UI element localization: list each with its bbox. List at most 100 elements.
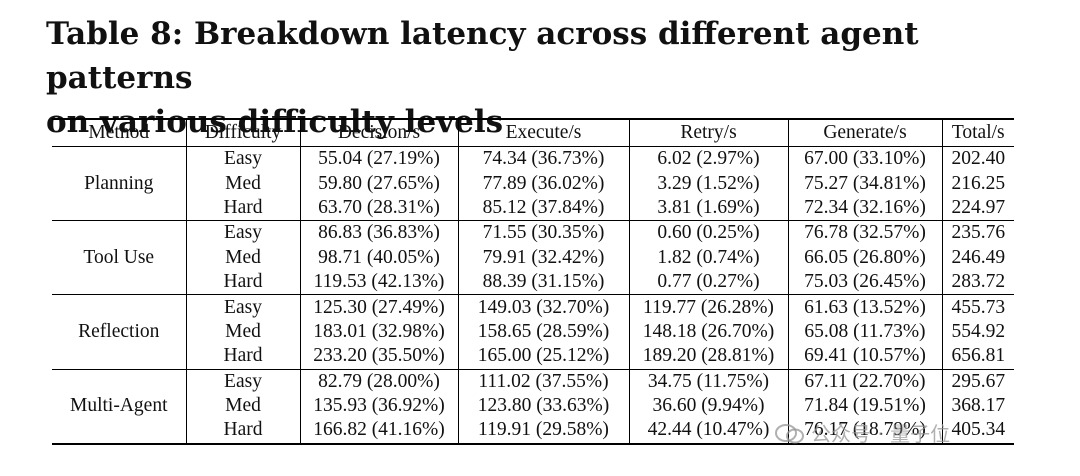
execute-cell: 149.03 (32.70%) bbox=[457, 294, 629, 320]
watermark: 公众号 · 量子位 bbox=[775, 418, 950, 447]
generate-cell: 75.03 (26.45%) bbox=[787, 269, 942, 295]
header-difficulty: Difficulty bbox=[185, 119, 300, 147]
retry-cell: 119.77 (26.28%) bbox=[628, 294, 788, 320]
table-row: Hard 166.82 (41.16%) 119.91 (29.58%) 42.44 … bbox=[52, 418, 1014, 444]
table-row: Planning Easy 55.04 (27.19%) 74.34 (36.73%)… bbox=[52, 146, 1014, 194]
difficulty-cell: Med bbox=[185, 319, 300, 345]
execute-cell: 77.89 (36.02%) bbox=[457, 171, 629, 196]
difficulty-cell: Hard bbox=[185, 418, 300, 444]
table-group: Tool Use Easy 86.83 (36.83%) 71.55 (30.35%)… bbox=[52, 220, 1014, 295]
decision-cell: 119.53 (42.13%) bbox=[299, 269, 458, 295]
retry-cell: 148.18 (26.70%) bbox=[628, 319, 788, 345]
total-cell: 455.73 bbox=[941, 294, 1014, 320]
total-cell: 295.67 bbox=[941, 369, 1014, 394]
generate-cell: 61.63 (13.52%) bbox=[787, 294, 942, 320]
total-cell: 656.81 bbox=[941, 344, 1014, 370]
header-total: Total/s bbox=[941, 119, 1014, 147]
difficulty-cell: Med bbox=[185, 171, 300, 196]
total-cell: 554.92 bbox=[941, 319, 1014, 345]
total-cell: 246.49 bbox=[941, 245, 1014, 270]
total-cell: 224.97 bbox=[941, 195, 1014, 221]
total-cell: 202.40 bbox=[941, 146, 1014, 172]
decision-cell: 98.71 (40.05%) bbox=[299, 245, 458, 270]
retry-cell: 3.81 (1.69%) bbox=[628, 195, 788, 221]
table-group: Reflection Easy 125.30 (27.49%) 149.03 (32.… bbox=[52, 294, 1014, 370]
decision-cell: 166.82 (41.16%) bbox=[299, 418, 458, 444]
difficulty-cell: Hard bbox=[185, 195, 300, 221]
table-row: Hard 63.70 (28.31%) 85.12 (37.84%) 3.81 (1.… bbox=[52, 195, 1014, 221]
table-group: Planning Easy 55.04 (27.19%) 74.34 (36.73%)… bbox=[52, 146, 1014, 221]
total-cell: 405.34 bbox=[941, 418, 1014, 444]
latency-table: Method Difficulty Decision/s Execute/s R… bbox=[52, 118, 1014, 445]
total-cell: 216.25 bbox=[941, 171, 1014, 196]
decision-cell: 135.93 (36.92%) bbox=[299, 393, 458, 419]
retry-cell: 3.29 (1.52%) bbox=[628, 171, 788, 196]
retry-cell: 0.60 (0.25%) bbox=[628, 220, 788, 246]
execute-cell: 79.91 (32.42%) bbox=[457, 245, 629, 270]
retry-cell: 189.20 (28.81%) bbox=[628, 344, 788, 370]
difficulty-cell: Hard bbox=[185, 269, 300, 295]
method-cell: Reflection bbox=[78, 320, 160, 342]
execute-cell: 88.39 (31.15%) bbox=[457, 269, 629, 295]
retry-cell: 42.44 (10.47%) bbox=[628, 418, 788, 444]
total-cell: 283.72 bbox=[941, 269, 1014, 295]
table-row: Med 183.01 (32.98%) 158.65 (28.59%) 148.18 … bbox=[52, 319, 1014, 345]
header-generate: Generate/s bbox=[787, 119, 942, 147]
header-method: Method bbox=[88, 122, 150, 143]
table-row: Med 98.71 (40.05%) 79.91 (32.42%) 1.82 (0.7… bbox=[52, 245, 1014, 270]
generate-cell: 76.78 (32.57%) bbox=[787, 220, 942, 246]
execute-cell: 111.02 (37.55%) bbox=[457, 369, 629, 394]
watermark-text: 公众号 · 量子位 bbox=[811, 422, 951, 446]
table-group: Multi-Agent Easy 82.79 (28.00%) 111.02 (37.… bbox=[52, 369, 1014, 444]
generate-cell: 65.08 (11.73%) bbox=[787, 319, 942, 345]
decision-cell: 55.04 (27.19%) bbox=[299, 146, 458, 172]
execute-cell: 165.00 (25.12%) bbox=[457, 344, 629, 370]
execute-cell: 85.12 (37.84%) bbox=[457, 195, 629, 221]
table-row: Med 135.93 (36.92%) 123.80 (33.63%) 36.60 (… bbox=[52, 393, 1014, 419]
execute-cell: 158.65 (28.59%) bbox=[457, 319, 629, 345]
generate-cell: 76.17 (18.79%) bbox=[787, 418, 942, 444]
difficulty-cell: Easy bbox=[185, 146, 300, 172]
decision-cell: 233.20 (35.50%) bbox=[299, 344, 458, 370]
retry-cell: 36.60 (9.94%) bbox=[628, 393, 788, 419]
difficulty-cell: Med bbox=[185, 393, 300, 419]
table-row: Med 59.80 (27.65%) 77.89 (36.02%) 3.29 (1.5… bbox=[52, 171, 1014, 196]
table-header: Method Difficulty Decision/s Execute/s R… bbox=[52, 119, 1014, 147]
decision-cell: 63.70 (28.31%) bbox=[299, 195, 458, 221]
retry-cell: 6.02 (2.97%) bbox=[628, 146, 788, 172]
difficulty-cell: Easy bbox=[185, 369, 300, 394]
total-cell: 368.17 bbox=[941, 393, 1014, 419]
generate-cell: 72.34 (32.16%) bbox=[787, 195, 942, 221]
table-row: Hard 119.53 (42.13%) 88.39 (31.15%) 0.77 (0… bbox=[52, 269, 1014, 295]
caption-line-1: Table 8: Breakdown latency across differ… bbox=[46, 16, 919, 96]
header-execute: Execute/s bbox=[457, 119, 629, 147]
table-row: Reflection Easy 125.30 (27.49%) 149.03 (32.… bbox=[52, 294, 1014, 342]
difficulty-cell: Easy bbox=[185, 294, 300, 320]
retry-cell: 0.77 (0.27%) bbox=[628, 269, 788, 295]
difficulty-cell: Med bbox=[185, 245, 300, 270]
decision-cell: 82.79 (28.00%) bbox=[299, 369, 458, 394]
header-row: Method Difficulty Decision/s Execute/s R… bbox=[52, 119, 1014, 147]
decision-cell: 86.83 (36.83%) bbox=[299, 220, 458, 246]
execute-cell: 123.80 (33.63%) bbox=[457, 393, 629, 419]
generate-cell: 69.41 (10.57%) bbox=[787, 344, 942, 370]
decision-cell: 125.30 (27.49%) bbox=[299, 294, 458, 320]
generate-cell: 67.11 (22.70%) bbox=[787, 369, 942, 394]
total-cell: 235.76 bbox=[941, 220, 1014, 246]
retry-cell: 1.82 (0.74%) bbox=[628, 245, 788, 270]
generate-cell: 67.00 (33.10%) bbox=[787, 146, 942, 172]
difficulty-cell: Hard bbox=[185, 344, 300, 370]
header-decision: Decision/s bbox=[299, 119, 458, 147]
method-cell: Tool Use bbox=[83, 246, 155, 268]
table-row: Multi-Agent Easy 82.79 (28.00%) 111.02 (37.… bbox=[52, 369, 1014, 416]
generate-cell: 71.84 (19.51%) bbox=[787, 393, 942, 419]
wechat-icon bbox=[775, 424, 804, 444]
execute-cell: 71.55 (30.35%) bbox=[457, 220, 629, 246]
retry-cell: 34.75 (11.75%) bbox=[628, 369, 788, 394]
generate-cell: 66.05 (26.80%) bbox=[787, 245, 942, 270]
method-cell: Planning bbox=[84, 172, 154, 194]
difficulty-cell: Easy bbox=[185, 220, 300, 246]
table-row: Hard 233.20 (35.50%) 165.00 (25.12%) 189.20… bbox=[52, 344, 1014, 370]
generate-cell: 75.27 (34.81%) bbox=[787, 171, 942, 196]
execute-cell: 119.91 (29.58%) bbox=[457, 418, 629, 444]
